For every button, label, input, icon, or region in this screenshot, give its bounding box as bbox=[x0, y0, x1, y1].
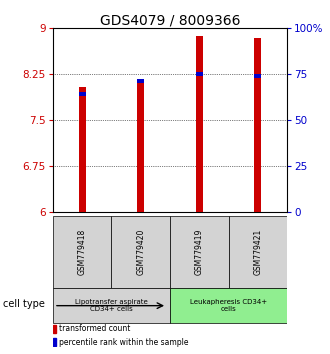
Text: GSM779419: GSM779419 bbox=[195, 229, 204, 275]
Text: transformed count: transformed count bbox=[59, 324, 130, 333]
Bar bbox=[196, 72, 203, 76]
Bar bbox=[254, 38, 261, 212]
Text: GSM779418: GSM779418 bbox=[78, 229, 86, 275]
Bar bbox=[53, 288, 170, 323]
Bar bbox=[137, 79, 144, 83]
Text: percentile rank within the sample: percentile rank within the sample bbox=[59, 337, 188, 347]
Bar bbox=[170, 288, 287, 323]
Bar bbox=[79, 92, 85, 96]
Text: Lipotransfer aspirate
CD34+ cells: Lipotransfer aspirate CD34+ cells bbox=[75, 299, 148, 312]
Text: GSM779420: GSM779420 bbox=[136, 229, 145, 275]
Text: cell type: cell type bbox=[3, 299, 45, 309]
Text: Leukapheresis CD34+
cells: Leukapheresis CD34+ cells bbox=[190, 299, 267, 312]
Bar bbox=[196, 36, 203, 212]
Title: GDS4079 / 8009366: GDS4079 / 8009366 bbox=[100, 13, 240, 27]
Bar bbox=[254, 74, 261, 78]
Bar bbox=[53, 338, 56, 346]
Bar bbox=[112, 216, 170, 288]
Text: GSM779421: GSM779421 bbox=[253, 229, 262, 275]
Bar bbox=[137, 79, 144, 212]
Bar bbox=[53, 216, 112, 288]
Bar bbox=[228, 216, 287, 288]
Bar bbox=[53, 325, 56, 332]
Bar bbox=[79, 87, 85, 212]
Bar bbox=[170, 216, 229, 288]
